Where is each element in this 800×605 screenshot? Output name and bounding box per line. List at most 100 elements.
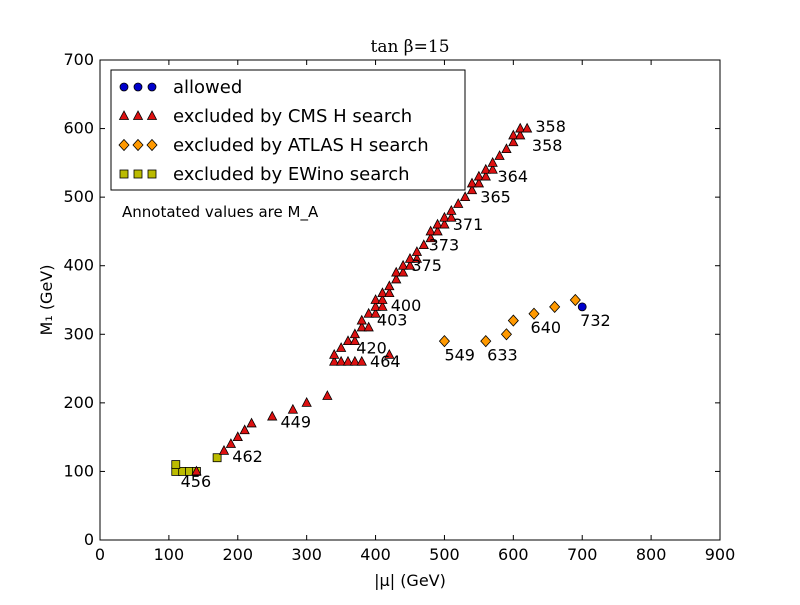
ma-annotation: 400 bbox=[391, 296, 422, 315]
data-point-triangle bbox=[246, 417, 257, 428]
legend-label: excluded by ATLAS H search bbox=[173, 135, 429, 156]
data-point-triangle bbox=[397, 259, 409, 270]
data-point-triangle bbox=[349, 335, 361, 346]
x-tick-label: 500 bbox=[429, 545, 460, 564]
legend-marker-diamond bbox=[118, 138, 130, 152]
data-point-triangle bbox=[446, 211, 457, 222]
ma-annotation: 358 bbox=[535, 117, 566, 136]
legend-marker-triangle bbox=[118, 110, 130, 120]
data-point-triangle bbox=[301, 397, 312, 407]
series-circle bbox=[577, 302, 587, 312]
point-annotations: 3583583643653713733754004034204644494624… bbox=[181, 117, 611, 491]
data-point-triangle bbox=[356, 321, 367, 332]
y-tick-label: 400 bbox=[63, 256, 94, 275]
data-point-triangle bbox=[425, 232, 436, 243]
data-point-triangle bbox=[397, 266, 409, 277]
data-point-triangle bbox=[363, 307, 374, 318]
x-tick-label: 200 bbox=[223, 545, 254, 564]
data-point-triangle bbox=[384, 287, 395, 298]
data-point-triangle bbox=[473, 170, 485, 181]
data-point-triangle bbox=[218, 445, 230, 455]
legend-marker-triangle bbox=[132, 110, 144, 120]
y-tick-label: 600 bbox=[63, 119, 94, 138]
legend-entries: allowed excluded by CMS H search excluded … bbox=[118, 77, 429, 185]
ma-annotation: 420 bbox=[356, 338, 387, 357]
y-axis-ticks: 0 100 200 300 400 500 600 700 bbox=[63, 50, 720, 549]
x-tick-label: 800 bbox=[636, 545, 667, 564]
data-point-triangle bbox=[508, 136, 519, 147]
y-tick-label: 700 bbox=[63, 50, 94, 69]
ma-annotation: 358 bbox=[532, 136, 563, 155]
data-point-triangle bbox=[370, 301, 381, 311]
data-point-diamond bbox=[438, 335, 450, 348]
data-point-triangle bbox=[384, 280, 395, 291]
data-point-triangle bbox=[473, 177, 485, 188]
data-point-triangle bbox=[432, 225, 443, 236]
y-tick-label: 0 bbox=[84, 530, 94, 549]
x-tick-label: 100 bbox=[154, 545, 185, 564]
y-axis-label: M₁ (GeV) bbox=[37, 265, 56, 336]
ma-annotation: 403 bbox=[377, 310, 408, 329]
data-point-triangle bbox=[453, 198, 464, 208]
ma-annotation: 375 bbox=[411, 256, 442, 275]
legend-marker-circle bbox=[147, 82, 157, 92]
x-tick-label: 300 bbox=[291, 545, 322, 564]
data-point-triangle bbox=[411, 253, 423, 263]
series-diamond bbox=[438, 293, 581, 348]
data-point-triangle bbox=[515, 122, 526, 133]
data-point-triangle bbox=[391, 266, 402, 277]
data-point-triangle bbox=[191, 465, 202, 476]
data-point-triangle bbox=[370, 307, 381, 318]
x-tick-label: 0 bbox=[95, 545, 105, 564]
data-point-square bbox=[171, 460, 181, 469]
legend-entry: excluded by ATLAS H search bbox=[118, 135, 429, 156]
data-point-triangle bbox=[225, 438, 237, 448]
ma-annotation: 462 bbox=[232, 447, 263, 466]
data-point-triangle bbox=[466, 177, 478, 188]
data-point-triangle bbox=[501, 143, 512, 154]
ma-annotation: 549 bbox=[444, 345, 475, 364]
data-point-diamond bbox=[480, 335, 492, 348]
plot-frame bbox=[99, 59, 721, 541]
ma-annotation: 364 bbox=[497, 167, 528, 186]
legend-marker-triangle bbox=[146, 110, 158, 120]
data-point-triangle bbox=[494, 150, 505, 160]
data-point-triangle bbox=[480, 170, 491, 181]
data-point-triangle bbox=[411, 246, 423, 256]
data-point-triangle bbox=[232, 431, 243, 442]
data-point-triangle bbox=[439, 218, 450, 229]
ma-annotation: 464 bbox=[370, 352, 401, 371]
data-point-triangle bbox=[335, 355, 347, 366]
legend-entry: excluded by EWino search bbox=[119, 164, 410, 185]
ma-annotation: 365 bbox=[480, 188, 511, 207]
data-point-triangle bbox=[487, 163, 498, 174]
ma-annotation: 456 bbox=[181, 472, 212, 491]
legend-box bbox=[110, 69, 466, 191]
data-point-triangle bbox=[267, 410, 278, 421]
data-point-square bbox=[212, 453, 222, 463]
data-point-triangle bbox=[487, 157, 498, 167]
legend-label: excluded by EWino search bbox=[173, 164, 410, 185]
data-point-triangle bbox=[377, 294, 388, 304]
data-point-triangle bbox=[342, 355, 354, 366]
data-point-triangle bbox=[521, 122, 533, 133]
y-tick-label: 200 bbox=[63, 393, 94, 412]
data-point-triangle bbox=[508, 129, 519, 140]
legend-marker-circle bbox=[133, 82, 143, 92]
y-tick-label: 500 bbox=[63, 187, 94, 206]
data-point-diamond bbox=[549, 300, 561, 313]
data-point-triangle bbox=[377, 301, 388, 311]
legend-marker-square bbox=[119, 169, 129, 179]
legend: allowed excluded by CMS H search excluded … bbox=[110, 69, 466, 222]
data-point-triangle bbox=[322, 390, 333, 400]
chart-title: tan β=15 bbox=[370, 37, 449, 57]
data-point-triangle bbox=[439, 211, 450, 222]
data-point-triangle bbox=[466, 184, 478, 195]
data-point-triangle bbox=[480, 163, 491, 174]
data-point-triangle bbox=[349, 328, 361, 339]
series-square bbox=[171, 453, 222, 476]
data-point-triangle bbox=[432, 218, 443, 229]
data-point-diamond bbox=[500, 328, 512, 341]
ma-annotation: 449 bbox=[280, 413, 311, 432]
